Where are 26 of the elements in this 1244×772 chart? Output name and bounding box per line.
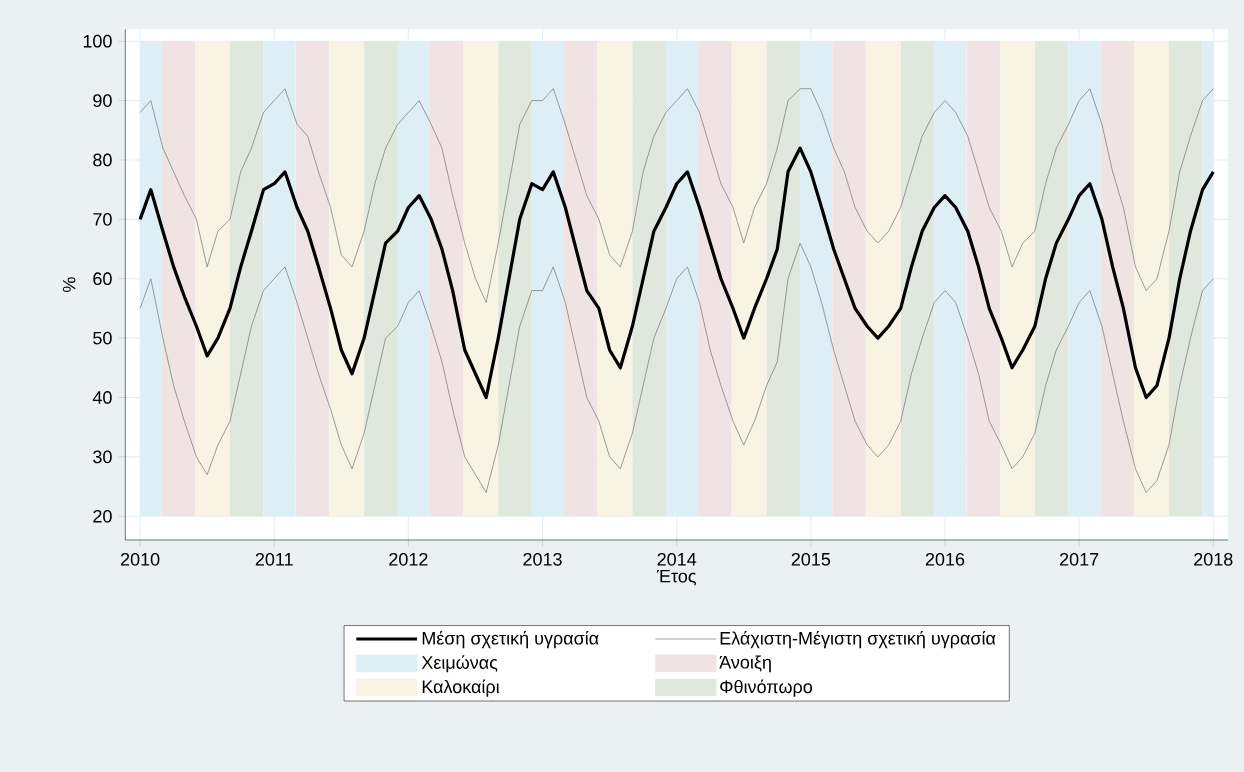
x-tick-label: 2017 bbox=[1060, 552, 1099, 566]
x-tick-label: 2013 bbox=[523, 552, 562, 566]
legend-label: Φθινόπωρο bbox=[720, 679, 813, 697]
x-tick-label: 2010 bbox=[120, 552, 160, 566]
x-tick-label: 2016 bbox=[925, 552, 965, 566]
legend-label: Άνοιξη bbox=[719, 655, 771, 673]
y-tick-label: 50 bbox=[93, 331, 112, 345]
y-tick-label: 80 bbox=[93, 153, 112, 167]
legend-label: Ελάχιστη-Μέγιστη σχετική υγρασία bbox=[720, 630, 996, 649]
y-tick-label: 20 bbox=[93, 509, 112, 523]
x-axis-title: Έτος bbox=[656, 569, 696, 586]
x-tick-label: 2018 bbox=[1194, 552, 1233, 566]
x-tick-label: 2015 bbox=[791, 552, 831, 566]
x-tick-label: 2012 bbox=[389, 552, 428, 566]
x-tick-label: 2011 bbox=[255, 552, 293, 566]
y-tick-label: 30 bbox=[93, 450, 112, 464]
legend-label: Καλοκαίρι bbox=[422, 679, 500, 697]
legend-label: Χειμώνας bbox=[421, 655, 498, 673]
y-tick-label: 100 bbox=[83, 34, 112, 48]
x-tick-label: 2014 bbox=[657, 552, 697, 566]
y-tick-label: 70 bbox=[93, 212, 112, 226]
y-tick-label: 40 bbox=[92, 391, 112, 404]
legend-label: Μέση σχετική υγρασία bbox=[422, 630, 599, 649]
y-tick-label: 60 bbox=[93, 272, 112, 286]
y-tick-label: 90 bbox=[93, 94, 112, 107]
y-axis-title: % bbox=[62, 277, 76, 293]
